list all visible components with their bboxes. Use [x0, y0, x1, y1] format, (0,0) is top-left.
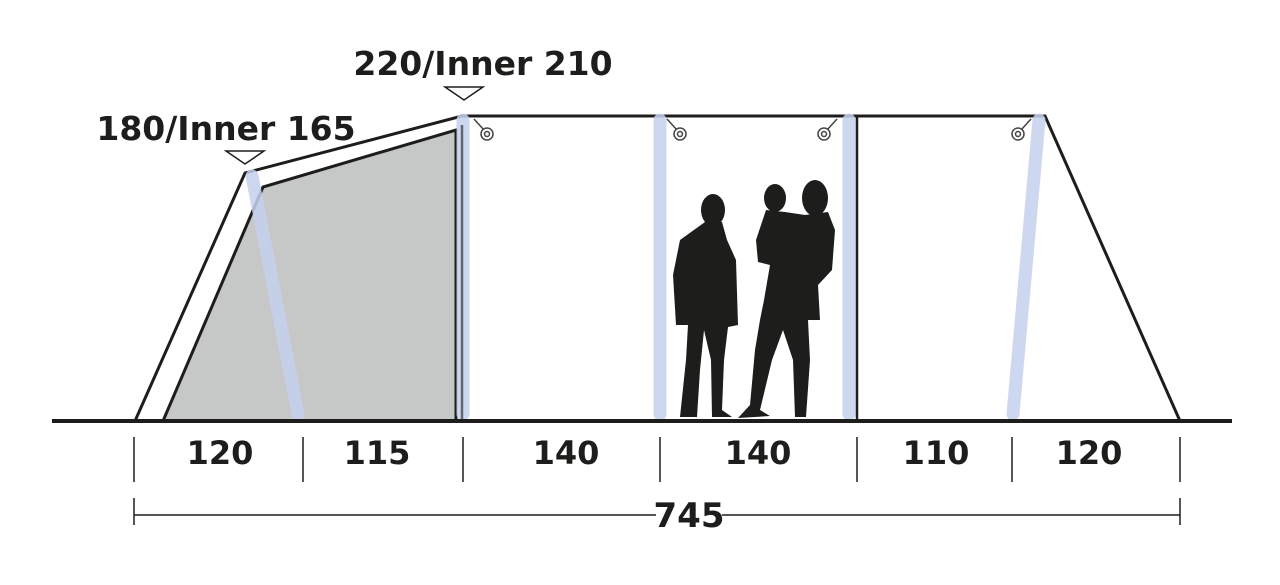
segment-length-label: 115	[344, 434, 411, 472]
hook-ring-icon	[473, 118, 494, 141]
segment-length-label: 140	[533, 434, 600, 472]
adult-carrying-child-silhouette	[738, 180, 835, 418]
height-marker-triangle-icon	[223, 150, 267, 165]
center-height-label: 220/Inner 210	[353, 44, 612, 83]
segment-length-label: 120	[187, 434, 254, 472]
air-pole	[245, 169, 305, 421]
hook-ring-icon	[666, 118, 687, 141]
segment-length-label: 140	[725, 434, 792, 472]
height-marker-triangle-icon	[442, 86, 486, 101]
segment-length-label: 110	[903, 434, 970, 472]
hook-ring-icon	[817, 118, 838, 141]
segment-length-label: 120	[1056, 434, 1123, 472]
adult-silhouette	[673, 194, 738, 417]
air-pole	[1006, 113, 1046, 421]
side-height-label: 180/Inner 165	[96, 109, 355, 148]
total-length-label: 745	[654, 496, 725, 536]
hook-ring-icon	[1011, 118, 1032, 141]
